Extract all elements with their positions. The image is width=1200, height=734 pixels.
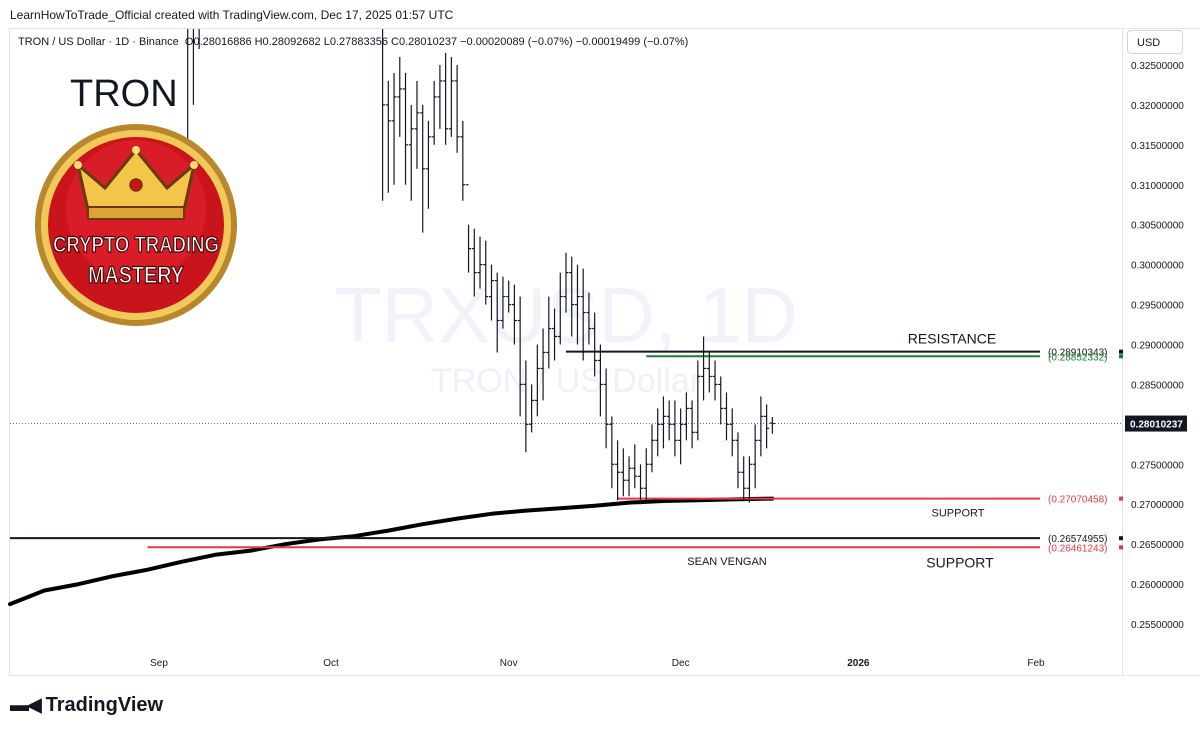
ohlc-values: O0.28016886 H0.28092682 L0.27883356 C0.2… <box>184 36 689 48</box>
symbol-line: TRON / US Dollar · 1D · Binance <box>18 36 179 48</box>
chart-pane[interactable] <box>9 28 1123 676</box>
tradingview-brand: TradingView <box>45 694 164 716</box>
tradingview-logo[interactable]: ▬◀ TradingView <box>10 694 163 717</box>
tradingview-logo-icon: ▬◀ <box>10 695 42 716</box>
chart-credit: LearnHowToTrade_Official created with Tr… <box>10 8 454 22</box>
ohlc-legend: TRON / US Dollar · 1D · Binance O0.28016… <box>18 36 688 48</box>
currency-selector[interactable]: USD <box>1127 30 1183 54</box>
price-scale[interactable] <box>1123 28 1200 676</box>
